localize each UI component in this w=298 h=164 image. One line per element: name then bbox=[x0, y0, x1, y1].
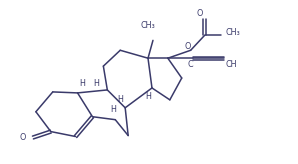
Text: CH₃: CH₃ bbox=[225, 28, 240, 37]
Text: O: O bbox=[20, 133, 26, 142]
Text: H: H bbox=[117, 95, 123, 104]
Text: CH: CH bbox=[225, 60, 237, 69]
Text: CH₃: CH₃ bbox=[141, 21, 155, 31]
Text: C: C bbox=[188, 60, 193, 69]
Text: H: H bbox=[80, 80, 86, 89]
Text: O: O bbox=[196, 9, 203, 18]
Text: H: H bbox=[145, 92, 151, 101]
Text: O: O bbox=[184, 42, 191, 51]
Text: H: H bbox=[110, 105, 116, 114]
Text: H: H bbox=[94, 80, 99, 89]
